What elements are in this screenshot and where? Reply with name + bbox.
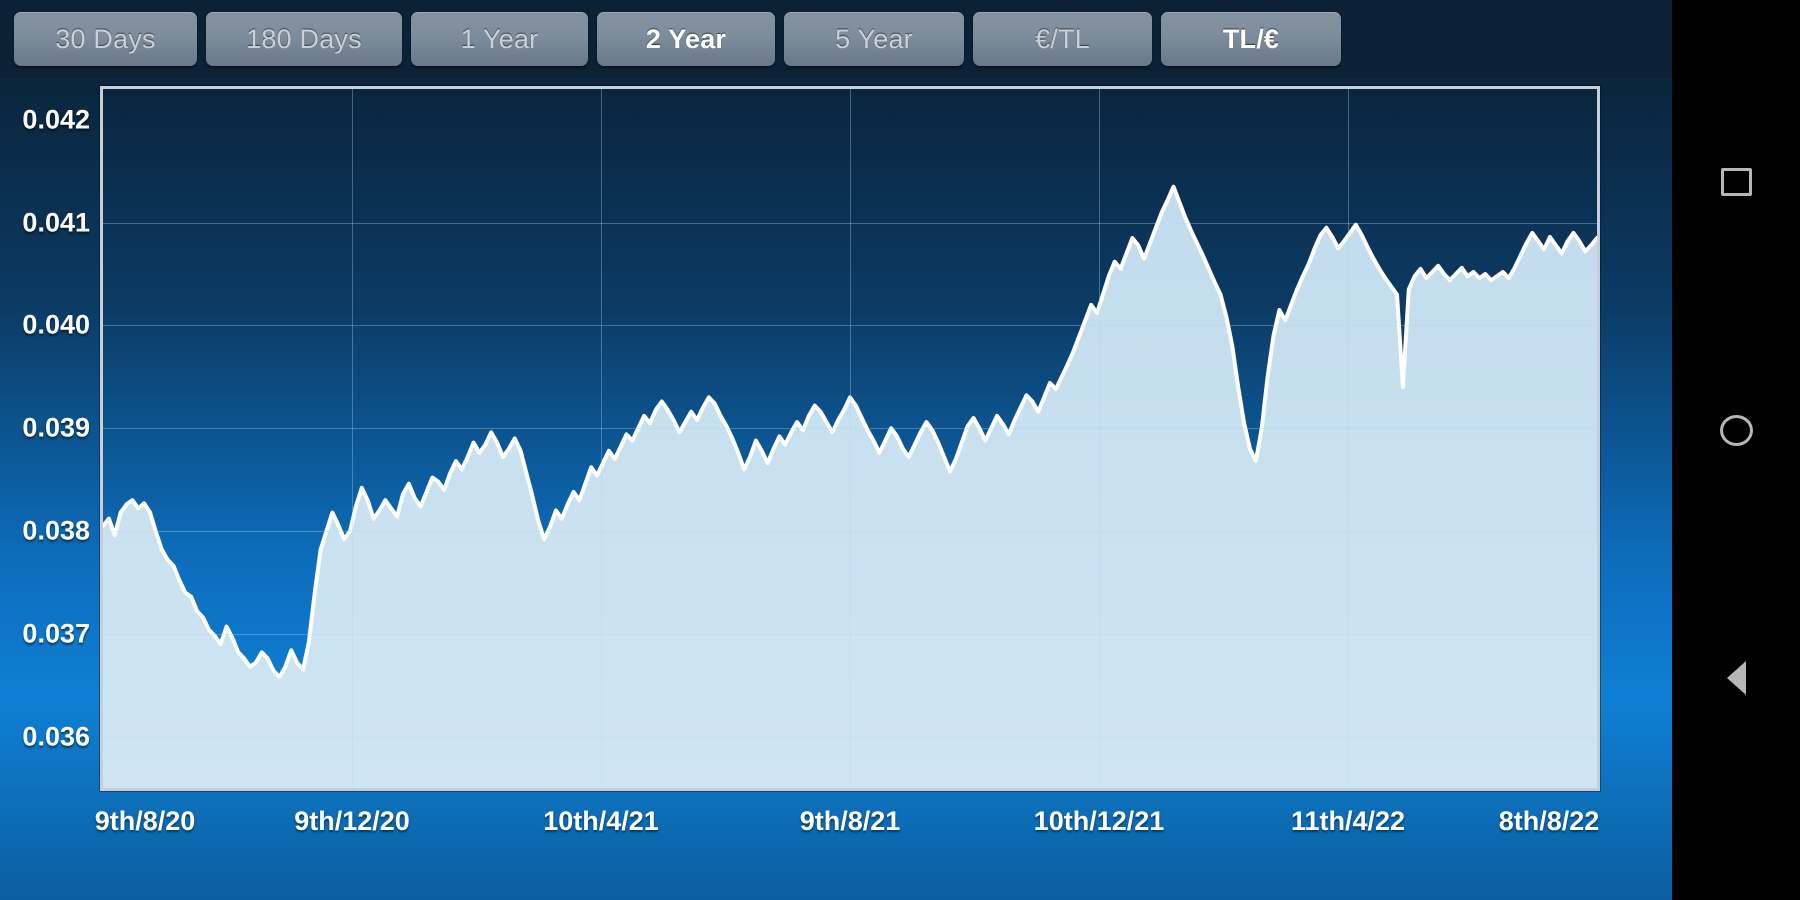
- plot-inner: [103, 89, 1597, 788]
- currency-chart-app: 30 Days 180 Days 1 Year 2 Year 5 Year €/TL TL/…: [0, 0, 1672, 900]
- tab-30-days[interactable]: 30 Days: [14, 12, 197, 66]
- tab-label: 5 Year: [835, 23, 913, 54]
- y-axis: 0.042 0.041 0.040 0.039 0.038 0.037 0.036: [0, 78, 100, 808]
- y-axis-tick-label: 0.039: [22, 412, 90, 443]
- y-axis-tick-label: 0.041: [22, 207, 90, 238]
- x-axis-tick-label: 9th/12/20: [294, 806, 410, 836]
- plot-frame[interactable]: [100, 86, 1600, 791]
- y-axis-tick-label: 0.036: [22, 721, 90, 752]
- gridline-vertical: [1099, 89, 1100, 788]
- gridline-horizontal: [103, 325, 1597, 327]
- gridline-vertical: [850, 89, 851, 788]
- x-axis-tick-label: 9th/8/21: [799, 806, 901, 836]
- y-axis-tick-label: 0.042: [22, 104, 90, 135]
- tab-2-year[interactable]: 2 Year: [597, 12, 775, 66]
- gridline-horizontal: [103, 531, 1597, 532]
- recents-icon[interactable]: [1704, 150, 1768, 214]
- tab-label: €/TL: [1035, 23, 1090, 54]
- x-axis-tick-label: 10th/4/21: [543, 806, 659, 836]
- range-toolbar: 30 Days 180 Days 1 Year 2 Year 5 Year €/TL TL/…: [0, 0, 1672, 78]
- gridline-vertical: [1348, 89, 1349, 788]
- tab-label: 180 Days: [246, 23, 362, 54]
- square-glyph: [1720, 168, 1752, 196]
- chart-area: 0.042 0.041 0.040 0.039 0.038 0.037 0.036 9th/…: [0, 78, 1672, 900]
- x-axis: 9th/8/20 9th/12/20 10th/4/21 9th/8/21 10th/1…: [0, 796, 1672, 866]
- gridline-horizontal: [103, 428, 1597, 430]
- tab-label: 30 Days: [55, 23, 156, 54]
- y-axis-tick-label: 0.037: [22, 618, 90, 649]
- gridline-vertical: [601, 89, 602, 788]
- tab-label: TL/€: [1222, 23, 1280, 54]
- android-navigation-bar: [1672, 0, 1800, 900]
- tab-try-eur[interactable]: TL/€: [1161, 12, 1341, 66]
- y-axis-tick-label: 0.040: [22, 309, 90, 340]
- x-axis-tick-label: 10th/12/21: [1033, 806, 1165, 836]
- y-axis-tick-label: 0.038: [22, 515, 90, 546]
- x-axis-tick-label: 8th/8/22: [1498, 806, 1600, 836]
- home-icon[interactable]: [1704, 398, 1768, 462]
- gridline-horizontal: [103, 222, 1597, 224]
- gridline-horizontal: [103, 633, 1597, 635]
- triangle-glyph: [1726, 661, 1746, 695]
- tab-label: 1 Year: [460, 23, 539, 54]
- series-fill: [103, 186, 1597, 788]
- x-axis-tick-label: 9th/8/20: [94, 806, 196, 836]
- tab-180-days[interactable]: 180 Days: [206, 12, 402, 66]
- gridline-vertical: [352, 89, 353, 788]
- circle-glyph: [1719, 414, 1753, 446]
- x-axis-tick-label: 11th/4/22: [1290, 806, 1406, 836]
- series-area-chart: [103, 89, 1597, 788]
- series-line: [103, 187, 1597, 677]
- tab-1-year[interactable]: 1 Year: [411, 12, 588, 66]
- back-icon[interactable]: [1704, 646, 1768, 710]
- tab-label: 2 Year: [645, 23, 727, 54]
- tab-5-year[interactable]: 5 Year: [784, 12, 964, 66]
- gridline-horizontal: [103, 736, 1597, 738]
- tab-eur-try[interactable]: €/TL: [973, 12, 1152, 66]
